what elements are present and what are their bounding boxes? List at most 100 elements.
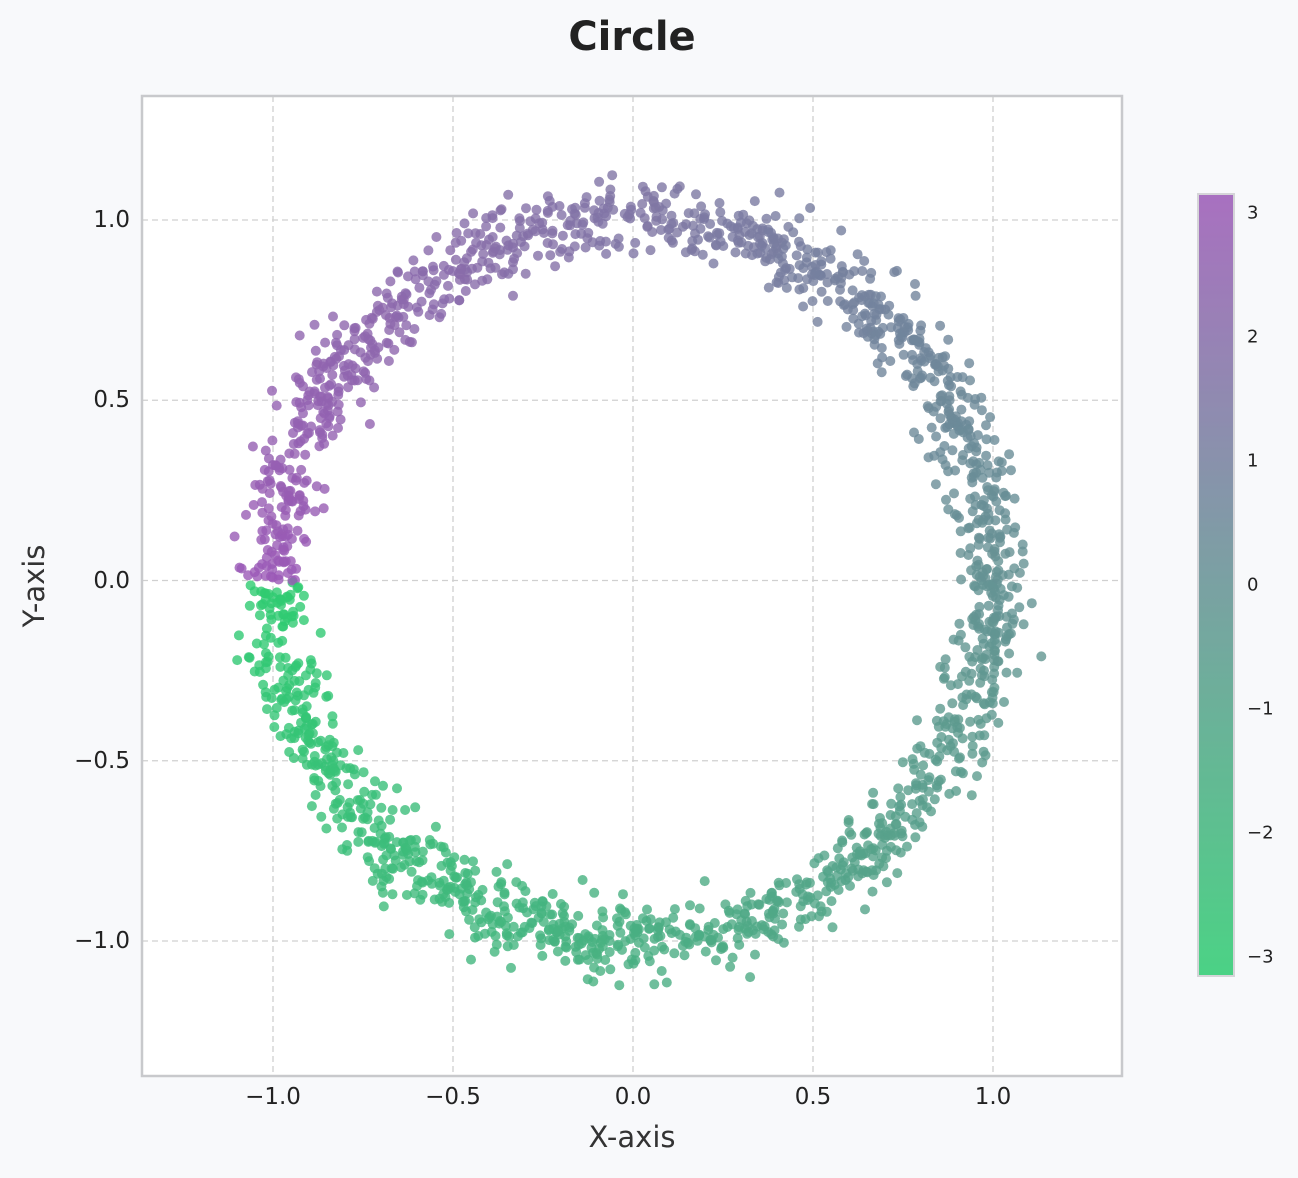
data-point: [935, 774, 946, 785]
data-point: [645, 245, 656, 256]
data-point: [984, 525, 995, 536]
data-point: [353, 827, 364, 838]
data-point: [955, 629, 966, 640]
data-point: [260, 445, 271, 456]
data-point: [335, 414, 346, 425]
data-point: [768, 931, 779, 942]
data-point: [988, 612, 999, 623]
data-point: [944, 788, 955, 799]
data-point: [1003, 591, 1014, 602]
data-point: [290, 695, 301, 706]
data-point: [503, 189, 514, 200]
data-point: [461, 906, 471, 917]
data-point: [847, 285, 858, 296]
data-point: [315, 781, 326, 792]
data-point: [1009, 493, 1020, 504]
data-point: [857, 266, 868, 276]
data-point: [616, 905, 627, 916]
data-point: [378, 780, 388, 791]
data-point: [459, 274, 470, 285]
data-point: [331, 777, 342, 788]
y-tick-label: −0.5: [74, 747, 130, 774]
data-point: [470, 897, 481, 908]
data-point: [269, 684, 280, 695]
data-point: [324, 411, 335, 421]
data-point: [339, 320, 350, 331]
data-point: [248, 500, 259, 510]
data-point: [893, 783, 904, 794]
data-point: [929, 794, 940, 805]
data-point: [960, 666, 971, 677]
data-point: [496, 204, 507, 215]
data-point: [972, 771, 982, 782]
data-point: [438, 269, 449, 280]
data-point: [1000, 514, 1011, 525]
data-point: [364, 375, 375, 386]
data-point: [781, 897, 792, 908]
axes-frame: [140, 94, 1124, 1078]
data-point: [499, 889, 510, 900]
data-point: [318, 503, 329, 514]
data-point: [310, 678, 321, 688]
data-point: [583, 955, 594, 965]
data-point: [774, 897, 784, 908]
data-point: [374, 305, 385, 316]
data-point: [244, 652, 255, 663]
data-point: [260, 588, 271, 599]
data-point: [310, 716, 321, 727]
data-point: [726, 919, 737, 930]
data-point: [638, 913, 648, 924]
data-point: [306, 421, 317, 432]
data-point: [697, 249, 708, 260]
data-point: [614, 980, 625, 991]
data-point: [597, 906, 608, 917]
data-point: [455, 264, 466, 275]
data-point: [541, 901, 552, 912]
data-point: [353, 745, 364, 756]
data-point: [930, 754, 941, 765]
data-point: [816, 286, 827, 297]
data-point: [797, 889, 808, 900]
data-point: [898, 349, 909, 360]
data-point: [819, 850, 830, 861]
data-point: [958, 700, 969, 711]
data-point: [249, 567, 260, 578]
data-point: [275, 731, 286, 742]
data-point: [974, 730, 985, 741]
data-point: [941, 398, 952, 409]
data-point: [538, 228, 549, 238]
data-point: [263, 466, 274, 477]
data-point: [320, 337, 331, 348]
data-point: [582, 974, 593, 985]
data-point: [778, 937, 789, 948]
data-point: [897, 757, 908, 768]
data-point: [337, 822, 347, 833]
data-point: [912, 715, 922, 726]
data-point: [294, 330, 305, 341]
data-point: [288, 753, 299, 763]
data-point: [306, 658, 317, 669]
data-point: [964, 416, 975, 427]
data-point: [914, 795, 925, 806]
data-point: [947, 445, 958, 456]
data-point: [929, 450, 940, 461]
data-point: [317, 429, 328, 440]
colorbar-tick-label: −3: [1247, 946, 1274, 968]
data-point: [977, 757, 988, 768]
data-point: [328, 763, 339, 774]
data-point: [867, 799, 878, 809]
data-point: [672, 227, 683, 238]
data-point: [972, 645, 983, 655]
data-point: [263, 453, 274, 464]
data-point: [327, 711, 338, 722]
data-point: [637, 199, 648, 209]
data-point: [613, 233, 624, 244]
data-point: [369, 863, 380, 874]
data-point: [283, 670, 294, 681]
data-point: [860, 308, 870, 319]
data-point: [895, 792, 906, 802]
data-point: [371, 286, 382, 297]
axes-background: [142, 96, 1122, 1076]
data-point: [945, 680, 956, 691]
data-point: [591, 920, 602, 931]
